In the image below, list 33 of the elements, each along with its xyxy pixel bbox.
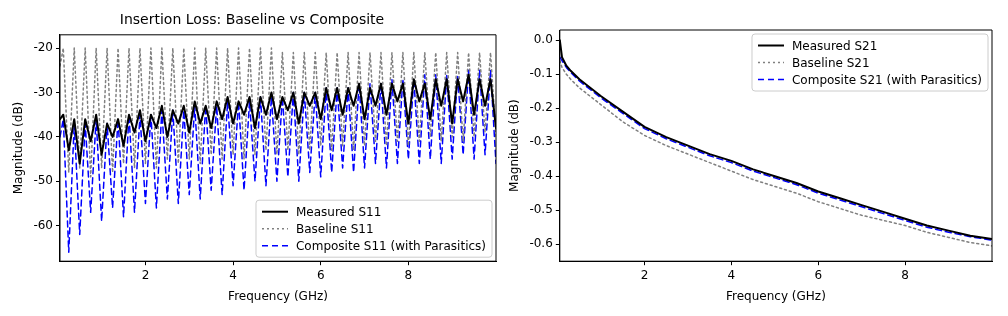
- x-tick-label: 8: [404, 267, 413, 282]
- x-tick-label: 6: [814, 267, 823, 282]
- y-tick-label: -0.2: [529, 100, 553, 115]
- y-tick-label: 0.0: [533, 32, 553, 47]
- legend-label: Baseline S11: [295, 221, 374, 236]
- y-tick-label: -0.3: [529, 134, 553, 149]
- x-tick-label: 4: [727, 267, 736, 282]
- legend-label: Measured S11: [295, 204, 382, 219]
- legend-label: Composite S11 (with Parasitics): [295, 238, 487, 253]
- y-tick-label: -0.5: [529, 202, 553, 217]
- x-axis-title: Frequency (GHz): [726, 288, 826, 303]
- y-tick-label: -0.1: [529, 66, 553, 81]
- y-axis-title: Magnitude (dB): [507, 99, 522, 192]
- x-tick-label: 2: [640, 267, 649, 282]
- x-tick-label: 8: [901, 267, 909, 282]
- x-tick-label: 4: [229, 267, 237, 282]
- y-tick-label: -30: [33, 84, 53, 99]
- y-tick-label: -20: [33, 40, 53, 55]
- x-axis-title: Frequency (GHz): [228, 288, 328, 303]
- y-axis-title: Magnitude (dB): [11, 101, 26, 195]
- y-tick-label: -60: [33, 217, 53, 232]
- y-tick-label: -50: [33, 173, 53, 188]
- chart-title: Insertion Loss: Baseline vs Composite: [119, 11, 385, 28]
- line-series: [60, 69, 496, 254]
- legend-label: Measured S21: [791, 38, 878, 53]
- y-tick-label: -0.4: [529, 168, 553, 183]
- y-tick-label: -0.6: [529, 236, 553, 251]
- x-tick-label: 6: [316, 267, 325, 282]
- x-tick-label: 2: [141, 267, 150, 282]
- line-series: [60, 47, 496, 178]
- y-tick-label: -40: [33, 129, 53, 144]
- legend-label: Baseline S21: [791, 55, 870, 70]
- legend-label: Composite S21 (with Parasitics): [791, 72, 983, 87]
